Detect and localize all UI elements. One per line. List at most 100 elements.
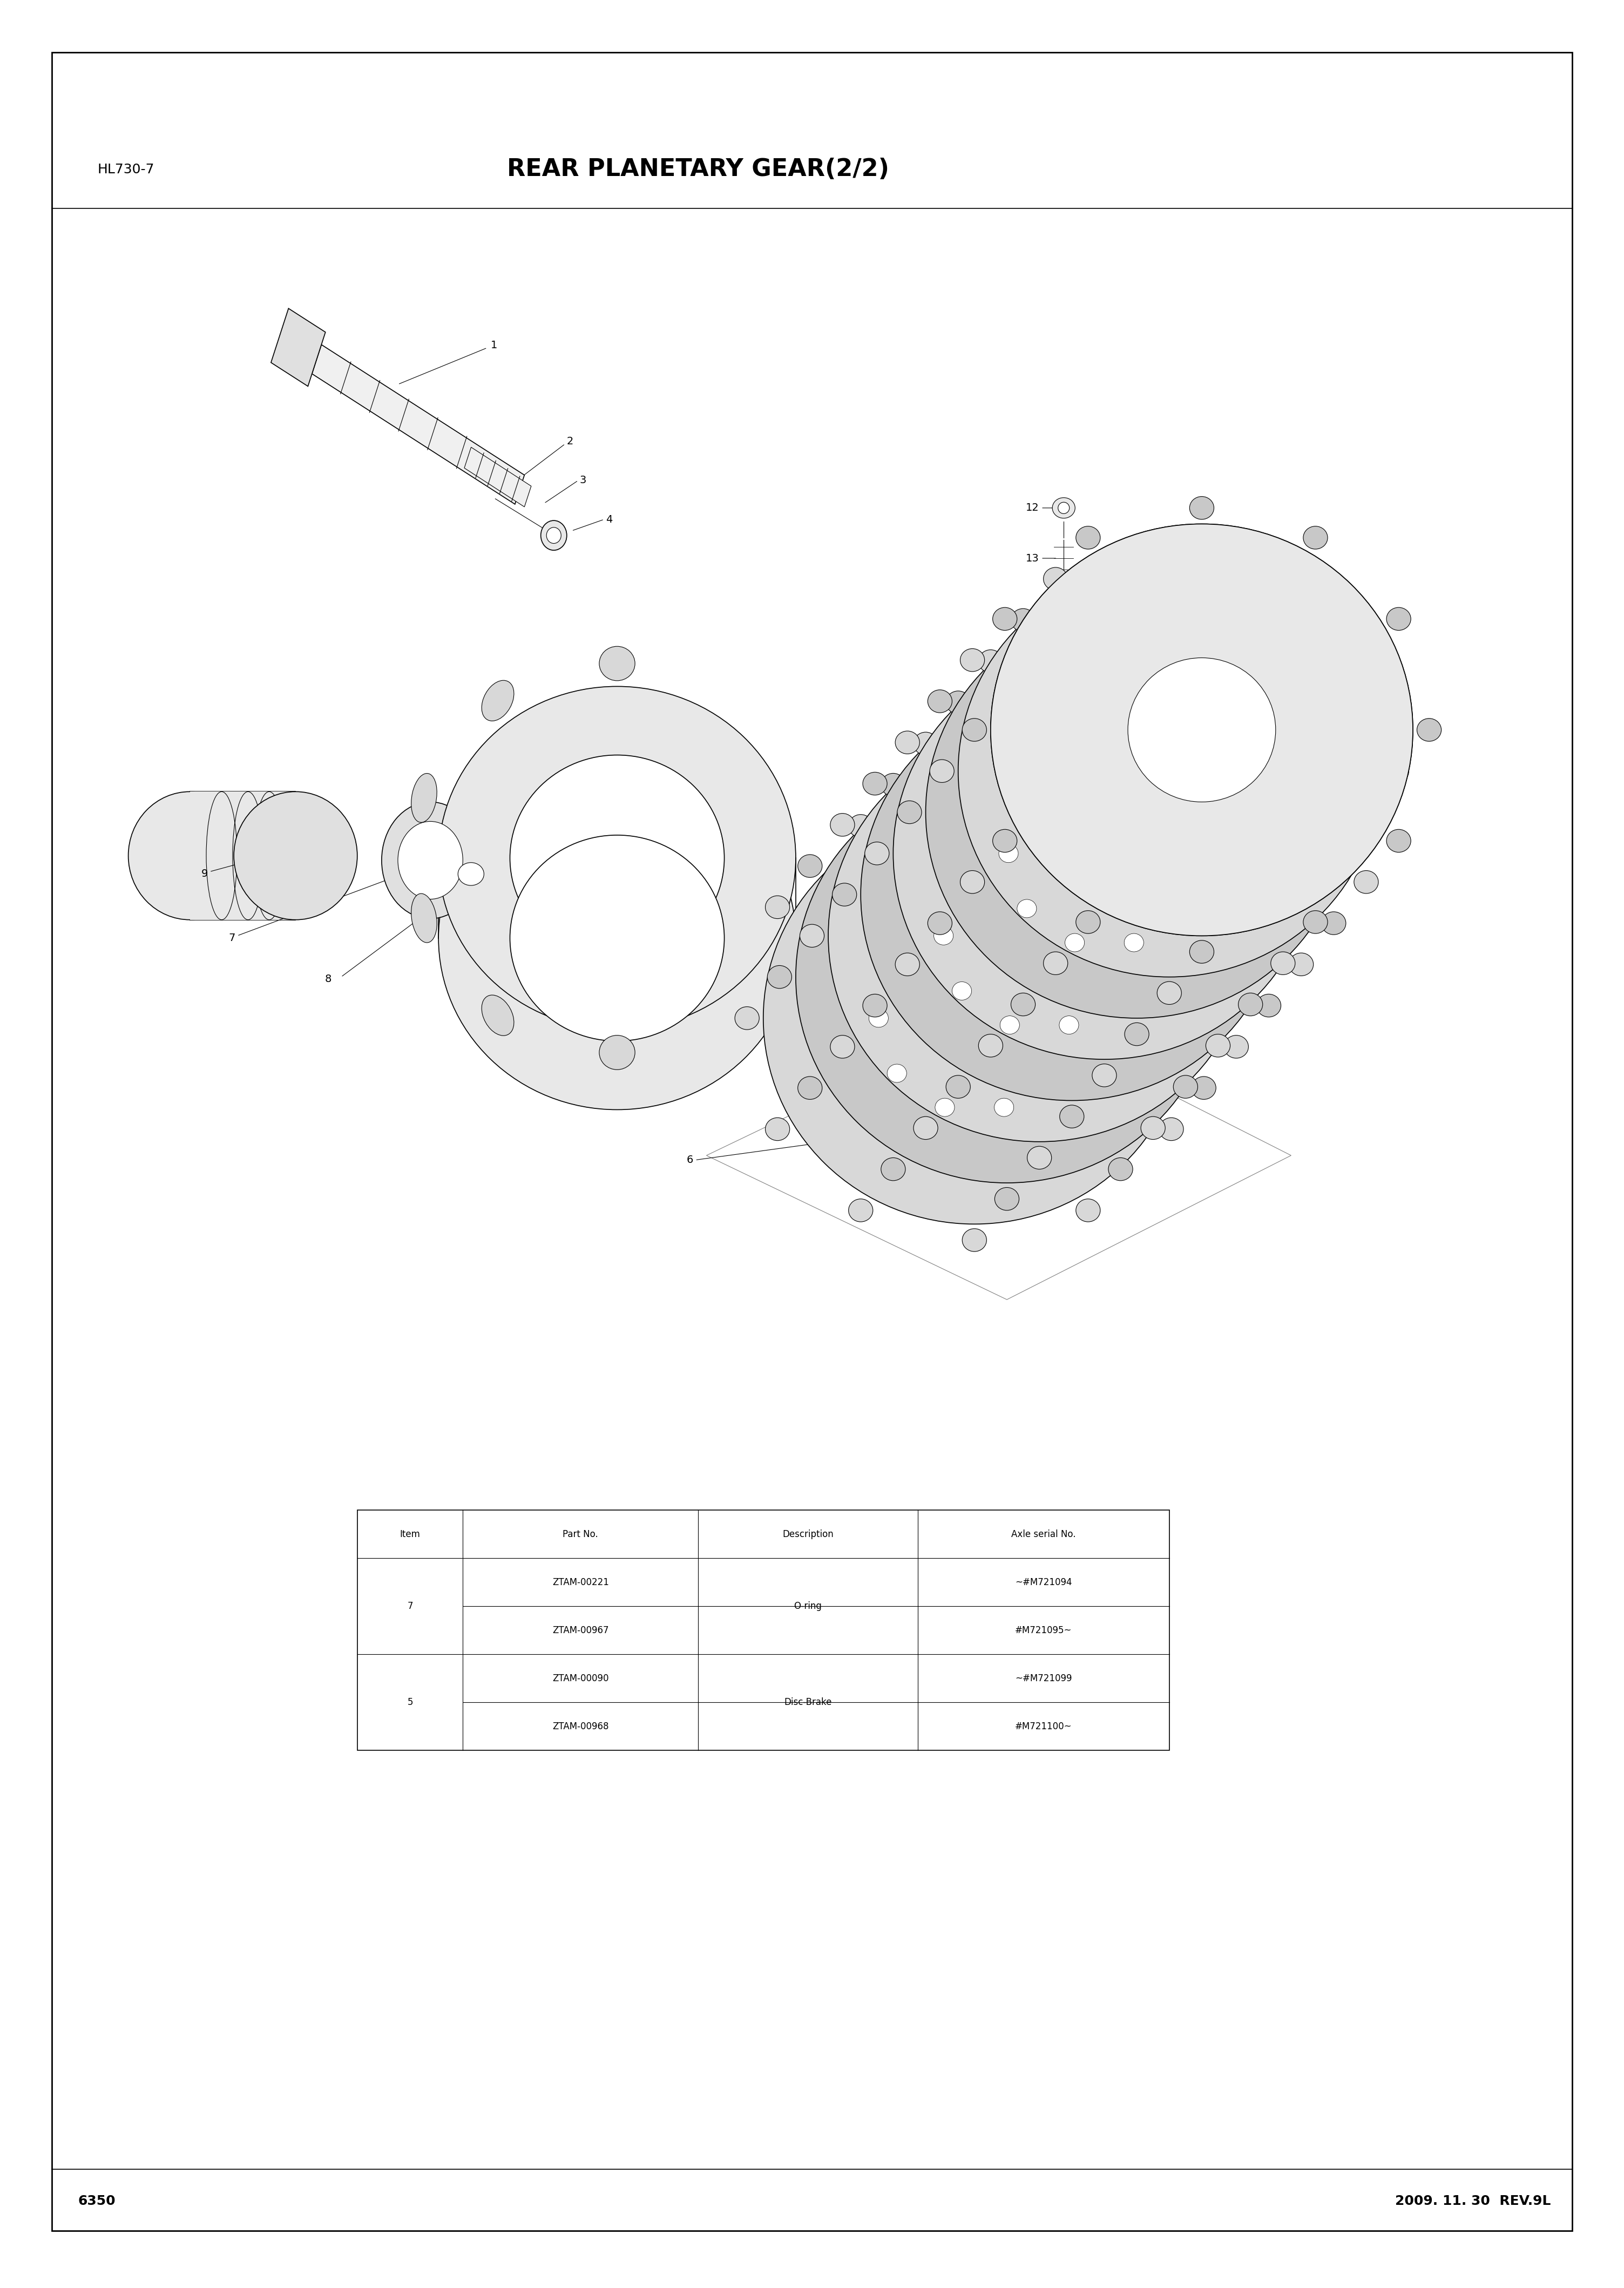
Ellipse shape [869,1009,888,1027]
Ellipse shape [1173,789,1192,808]
Text: 12: 12 [1026,503,1039,513]
Ellipse shape [1065,755,1085,773]
Ellipse shape [1043,954,1062,972]
Ellipse shape [1059,501,1069,513]
Ellipse shape [1142,1117,1166,1139]
Bar [190,792,296,920]
Ellipse shape [869,915,1080,1121]
Ellipse shape [952,872,971,890]
Ellipse shape [1384,760,1410,782]
Text: 7: 7 [229,934,235,943]
Text: ~#M721099: ~#M721099 [1015,1673,1072,1684]
Ellipse shape [482,995,513,1036]
Ellipse shape [1416,718,1442,741]
Ellipse shape [1142,732,1166,755]
Text: HL730-7: HL730-7 [97,162,154,176]
Ellipse shape [994,1098,1013,1117]
Ellipse shape [1286,883,1311,906]
Ellipse shape [1059,661,1085,684]
Ellipse shape [1224,1034,1249,1059]
Text: Part No.: Part No. [564,1528,598,1540]
Text: Disc-Brake: Disc-Brake [784,1698,831,1707]
Ellipse shape [1130,673,1150,691]
Ellipse shape [1237,817,1257,835]
Text: 6: 6 [687,1155,693,1165]
Ellipse shape [1189,1007,1213,1030]
Ellipse shape [991,524,1413,936]
Ellipse shape [1302,911,1328,934]
Ellipse shape [887,954,906,972]
Ellipse shape [411,773,437,821]
Ellipse shape [1237,707,1257,725]
Text: REAR PLANETARY GEAR(2/2): REAR PLANETARY GEAR(2/2) [507,158,890,181]
Ellipse shape [541,519,567,549]
Ellipse shape [438,686,796,1030]
Ellipse shape [1108,773,1134,796]
Ellipse shape [599,645,635,682]
Ellipse shape [848,815,874,837]
Text: O-ring: O-ring [794,1602,822,1611]
Ellipse shape [1189,940,1213,963]
Ellipse shape [1255,762,1275,780]
Text: #M721095~: #M721095~ [1015,1624,1072,1636]
Ellipse shape [599,1034,635,1068]
Ellipse shape [1160,1119,1184,1142]
Ellipse shape [1173,691,1199,714]
Ellipse shape [934,833,1145,1039]
Polygon shape [271,309,325,387]
Ellipse shape [830,1034,854,1057]
Text: ZTAM-00967: ZTAM-00967 [552,1624,609,1636]
Ellipse shape [958,565,1380,977]
Ellipse shape [1173,899,1192,917]
Ellipse shape [1289,732,1314,755]
Ellipse shape [234,792,357,920]
Text: Description: Description [783,1528,833,1540]
Ellipse shape [1108,1158,1134,1181]
Ellipse shape [926,606,1348,1018]
Ellipse shape [1156,538,1181,561]
Ellipse shape [510,835,724,1041]
Ellipse shape [927,911,952,934]
Text: 1: 1 [490,341,497,350]
Ellipse shape [992,606,1017,629]
Ellipse shape [1077,1199,1101,1222]
Text: 13: 13 [1026,554,1039,563]
Ellipse shape [1221,966,1247,988]
Ellipse shape [1000,1016,1020,1034]
Ellipse shape [978,650,1002,673]
Ellipse shape [895,952,919,975]
Ellipse shape [935,920,955,938]
Ellipse shape [961,1229,986,1252]
Text: ZTAM-00968: ZTAM-00968 [552,1721,609,1732]
Ellipse shape [887,1064,906,1082]
Ellipse shape [1043,1064,1062,1082]
Ellipse shape [999,844,1018,863]
Ellipse shape [796,771,1218,1183]
Ellipse shape [1125,927,1145,945]
Ellipse shape [934,927,953,945]
Ellipse shape [765,895,789,917]
Ellipse shape [398,821,463,899]
Ellipse shape [960,869,984,895]
Ellipse shape [992,828,1017,851]
Ellipse shape [945,1075,970,1098]
Ellipse shape [411,895,437,943]
Ellipse shape [1028,702,1052,725]
Text: 2: 2 [567,437,573,446]
Ellipse shape [1302,526,1328,549]
Ellipse shape [1189,673,1208,691]
Ellipse shape [978,1034,1002,1057]
Ellipse shape [799,924,823,947]
Ellipse shape [1082,707,1101,725]
Ellipse shape [1059,1105,1085,1128]
Ellipse shape [438,766,796,1110]
Polygon shape [312,345,525,503]
Text: 7: 7 [408,1602,412,1611]
Ellipse shape [1064,762,1083,780]
Ellipse shape [999,750,1210,956]
Ellipse shape [848,1199,872,1222]
Text: 3: 3 [580,476,586,485]
Ellipse shape [828,730,1250,1142]
Ellipse shape [880,1158,905,1181]
Ellipse shape [458,863,484,885]
